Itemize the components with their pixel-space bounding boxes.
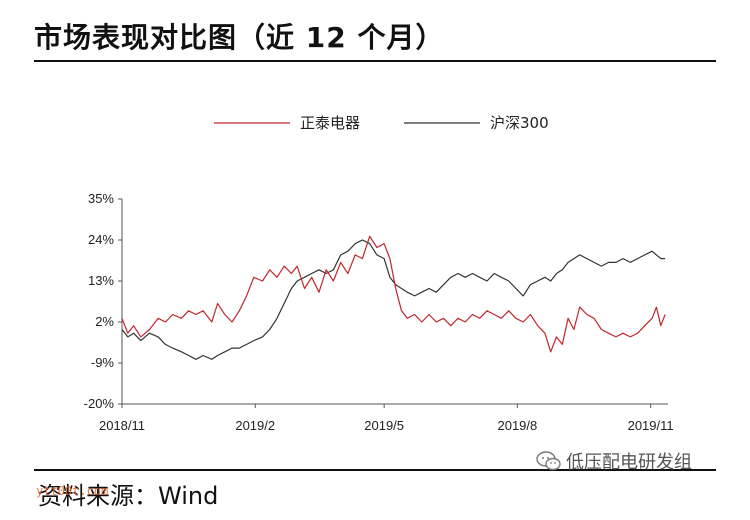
line-chart: 正泰电器 沪深300 35% 24% 13% 2% -9% -20% 2018/11 2019/…	[84, 114, 674, 433]
y-tick-label: 24%	[88, 232, 114, 247]
y-tick-label: -20%	[84, 396, 115, 411]
y-tick-label: 2%	[95, 314, 114, 329]
x-tick-label: 2019/8	[497, 418, 537, 433]
title-divider	[34, 60, 716, 62]
x-tick-label: 2018/11	[99, 418, 145, 433]
y-tick-label: 35%	[88, 191, 114, 206]
series-layer	[121, 235, 666, 360]
series-line-2	[121, 239, 666, 360]
watermark-overlay: ytt00t.com	[36, 484, 109, 498]
footer-divider	[34, 469, 716, 471]
y-tick-label: -9%	[91, 355, 115, 370]
legend-label-2: 沪深300	[490, 114, 549, 132]
y-tick-label: 13%	[88, 273, 114, 288]
source-note: 资料来源：Wind	[38, 482, 219, 510]
watermark-text: 低压配电研发组	[566, 452, 692, 473]
wechat-watermark: 低压配电研发组	[536, 448, 692, 474]
page-title: 市场表现对比图（近 12 个月）	[34, 21, 445, 54]
axes: 35% 24% 13% 2% -9% -20% 2018/11 2019/2 2019/5 201…	[84, 191, 674, 433]
x-tick-label: 2019/5	[364, 418, 404, 433]
legend: 正泰电器 沪深300	[214, 114, 549, 132]
series-line-1	[121, 235, 666, 353]
wechat-icon	[536, 451, 561, 471]
x-tick-label: 2019/11	[628, 418, 674, 433]
x-tick-label: 2019/2	[235, 418, 275, 433]
legend-label-1: 正泰电器	[300, 114, 360, 132]
